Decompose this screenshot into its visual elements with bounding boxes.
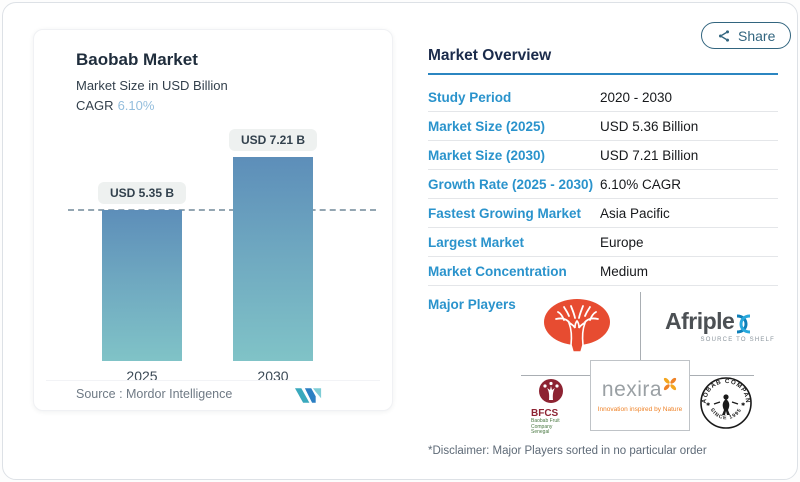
table-row: Growth Rate (2025 - 2030) 6.10% CAGR: [428, 170, 778, 199]
row-value: Asia Pacific: [600, 205, 670, 221]
afriplex-tagline: SOURCE TO SHELF: [700, 337, 775, 343]
svg-text:✱: ✱: [741, 402, 745, 408]
afriplex-logo: Afriple SOURCE TO SHELF: [665, 308, 775, 343]
table-row: Fastest Growing Market Asia Pacific: [428, 199, 778, 228]
table-row: Market Concentration Medium: [428, 257, 778, 286]
row-value: USD 5.36 Billion: [600, 118, 699, 134]
row-label: Study Period: [428, 89, 512, 105]
bar-value-pill: USD 5.35 B: [98, 182, 186, 204]
row-value: 2020 - 2030: [600, 89, 673, 105]
baobab-tree-logo-icon: [541, 296, 613, 363]
source-row: Source : Mordor Intelligence: [46, 380, 380, 406]
nexira-logo: nexira Innovation inspired by Nature: [590, 360, 690, 431]
table-row: Market Size (2025) USD 5.36 Billion: [428, 112, 778, 141]
bfcs-tree-icon: [538, 379, 564, 408]
row-value: 6.10% CAGR: [600, 176, 682, 192]
cagr-value: 6.10%: [117, 98, 155, 113]
chart-subtitle: Market Size in USD Billion: [76, 78, 228, 93]
row-label: Largest Market: [428, 234, 525, 250]
afriplex-wordmark: Afriple: [665, 308, 735, 334]
bfcs-subtitle-2: Senegal: [531, 429, 550, 435]
mordor-intelligence-logo-icon: [295, 387, 322, 409]
cagr-line: CAGR 6.10%: [76, 98, 154, 113]
share-button[interactable]: Share: [701, 22, 792, 49]
chart-bar: [102, 210, 182, 361]
row-value: Europe: [600, 234, 644, 250]
source-text: Source : Mordor Intelligence: [76, 386, 233, 401]
bfcs-wordmark: BFCS: [531, 408, 559, 419]
cagr-label: CAGR: [76, 98, 114, 113]
baobab-company-stamp-logo: BAOBAB COMPANY SINCE 1995 ✱ ✱: [695, 370, 754, 436]
major-players-grid: Afriple SOURCE TO SHELF nexira: [428, 286, 778, 436]
major-players-label: Major Players: [428, 297, 516, 312]
overview-title: Market Overview: [428, 47, 552, 64]
chart-title: Baobab Market: [76, 50, 198, 69]
table-row: Study Period 2020 - 2030: [428, 83, 778, 112]
share-icon: [717, 29, 731, 43]
nexira-tagline: Innovation inspired by Nature: [597, 406, 683, 413]
reference-dashed-line: [68, 209, 376, 211]
bfcs-subtitle-1: Baobab Fruit Company: [531, 418, 560, 430]
row-label: Market Size (2030): [428, 147, 546, 163]
share-label: Share: [738, 27, 776, 44]
bar-value-pill: USD 7.21 B: [229, 129, 317, 151]
row-label: Growth Rate (2025 - 2030): [428, 176, 594, 192]
overview-table: Study Period 2020 - 2030 Market Size (20…: [428, 83, 778, 286]
row-value: Medium: [600, 263, 649, 279]
row-label: Market Concentration: [428, 263, 567, 279]
disclaimer-text: *Disclaimer: Major Players sorted in no …: [428, 445, 707, 457]
players-vertical-divider: [640, 292, 641, 360]
row-value: USD 7.21 Billion: [600, 147, 699, 163]
overview-title-rule: [428, 73, 778, 75]
nexira-wordmark: nexira: [601, 378, 663, 401]
bfcs-logo: BFCS Baobab Fruit Company Senegal: [525, 378, 577, 436]
table-row: Largest Market Europe: [428, 228, 778, 257]
row-label: Fastest Growing Market: [428, 205, 582, 221]
chart-card: Baobab Market Market Size in USD Billion…: [33, 29, 393, 411]
row-label: Market Size (2025): [428, 118, 546, 134]
svg-text:✱: ✱: [706, 402, 710, 408]
afriplex-x-icon: [734, 313, 753, 340]
nexira-spark-icon: [662, 374, 678, 398]
chart-bar: [233, 157, 313, 361]
table-row: Market Size (2030) USD 7.21 Billion: [428, 141, 778, 170]
